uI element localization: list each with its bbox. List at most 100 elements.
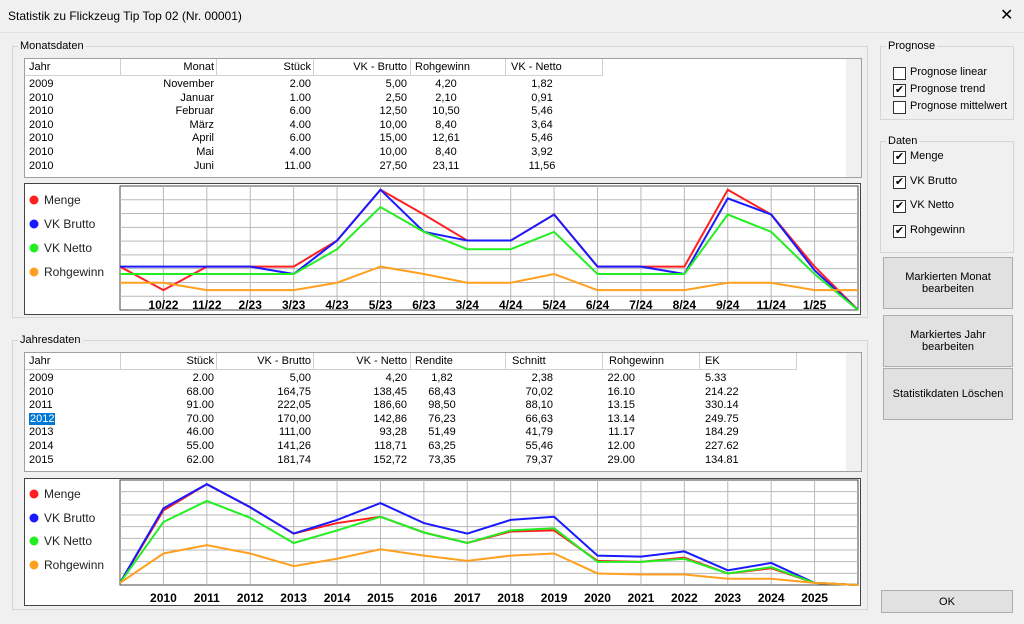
table-cell: 2011 — [29, 399, 53, 412]
column-header-label: Jahr — [29, 355, 51, 367]
table-cell: 1,82 — [531, 78, 553, 90]
table-cell: Januar — [180, 91, 214, 104]
table-cell: 55.00 — [186, 440, 214, 452]
table-cell: Juni — [193, 159, 214, 172]
column-header[interactable] — [25, 59, 121, 76]
group-prognose — [880, 46, 1014, 120]
x-tick-label: 6/23 — [412, 298, 436, 312]
table-cell: 134.81 — [705, 453, 739, 466]
x-tick-label: 5/24 — [542, 298, 566, 312]
checkbox[interactable]: ✔ — [893, 175, 906, 189]
table-cell: 5,00 — [385, 78, 407, 90]
legend-label: Menge — [44, 487, 81, 501]
table-cell: 22.00 — [607, 372, 635, 384]
column-header[interactable] — [411, 353, 506, 370]
column-header[interactable] — [314, 59, 411, 76]
column-header-label: VK - Brutto — [257, 355, 311, 367]
table-cell: 2014 — [29, 440, 54, 452]
x-tick-label: 2019 — [541, 591, 568, 605]
column-header[interactable] — [700, 353, 797, 370]
monthly-table[interactable]: Jahr Monat Stück VK - Brutto Rohgewinn VK - N… — [24, 58, 862, 178]
table-cell: Mai — [196, 146, 214, 158]
button[interactable]: Markiertes Jahr bearbeiten — [883, 315, 1013, 367]
table-cell: 186,60 — [373, 399, 407, 412]
group-daten — [880, 141, 1014, 253]
x-tick-label: 11/24 — [756, 298, 786, 312]
legend-marker — [29, 536, 39, 546]
x-tick-label: 2015 — [367, 591, 394, 605]
group-yearly — [12, 340, 868, 610]
checkbox[interactable]: ✔ — [893, 200, 906, 213]
table-cell: 2010 — [29, 105, 54, 118]
series-line — [119, 483, 859, 586]
column-header-label: VK - Netto — [511, 61, 562, 73]
series-line — [120, 265, 858, 292]
table-cell: 13.15 — [607, 399, 635, 412]
x-tick-label: 9/24 — [716, 298, 740, 312]
x-tick-label: 2012 — [237, 591, 264, 605]
table-cell: 3,64 — [531, 118, 553, 131]
checkbox[interactable] — [893, 101, 906, 114]
table-cell: 2,10 — [435, 91, 457, 104]
table-cell: 5.33 — [705, 372, 727, 384]
x-tick-label: 2014 — [324, 591, 351, 605]
table-cell: 2010 — [29, 146, 54, 158]
table-cell: 88,10 — [525, 399, 553, 412]
column-header[interactable] — [506, 59, 603, 76]
table-cell: 66,63 — [525, 412, 553, 425]
table-cell: 29.00 — [607, 453, 635, 466]
checkbox-label: Rohgewinn — [910, 223, 966, 236]
table-cell: 10,00 — [379, 118, 407, 131]
table-cell: 170,00 — [277, 412, 311, 425]
scrollbar[interactable] — [846, 59, 861, 177]
column-header[interactable] — [121, 353, 217, 370]
x-tick-label: 7/24 — [629, 298, 653, 312]
series-line — [119, 544, 859, 586]
column-header[interactable] — [603, 353, 700, 370]
column-header[interactable] — [217, 59, 314, 76]
checkbox-label: VK Netto — [910, 199, 955, 211]
table-cell: 70.00 — [186, 412, 214, 425]
column-header[interactable] — [217, 353, 314, 370]
table-cell: 27,50 — [379, 159, 407, 172]
yearly-table[interactable]: Jahr Stück VK - Brutto VK - Netto Rendite Sch… — [24, 352, 862, 472]
checkbox[interactable]: ✔ — [893, 84, 906, 97]
table-cell: 76,23 — [428, 412, 456, 425]
table-cell: 222,05 — [277, 399, 311, 412]
column-header-label: VK - Netto — [356, 355, 407, 367]
table-cell: 8,40 — [435, 146, 457, 158]
scrollbar[interactable] — [846, 353, 861, 471]
x-tick-label: 2021 — [628, 591, 655, 605]
group-label: Monatsdaten — [18, 40, 86, 52]
checkbox[interactable]: ✔ — [893, 224, 906, 238]
column-header[interactable] — [25, 353, 121, 370]
table-cell: 4.00 — [289, 146, 311, 158]
table-cell: November — [163, 78, 214, 90]
column-header[interactable] — [506, 353, 603, 370]
button[interactable]: Statistikdaten Löschen — [883, 368, 1013, 420]
table-cell: 6.00 — [289, 132, 311, 145]
column-header[interactable] — [411, 59, 506, 76]
table-cell: 11,56 — [528, 159, 556, 172]
table-cell: 11.00 — [284, 159, 311, 172]
x-tick-label: 3/24 — [456, 298, 480, 312]
x-tick-label: 2010 — [150, 591, 177, 605]
legend-marker — [29, 560, 39, 570]
column-header-label: Stück — [186, 355, 214, 367]
checkbox-label: Prognose linear — [910, 66, 988, 78]
column-header[interactable] — [314, 353, 411, 370]
checkbox[interactable] — [893, 67, 906, 80]
x-tick-label: 2016 — [411, 591, 438, 605]
table-cell: 15,00 — [379, 132, 407, 145]
button[interactable]: OK — [881, 590, 1013, 613]
button[interactable]: Markierten Monat bearbeiten — [883, 257, 1013, 309]
table-cell: 249.75 — [705, 412, 739, 425]
legend-marker — [29, 243, 39, 253]
group-label: Daten — [886, 135, 920, 147]
checkbox[interactable]: ✔ — [893, 151, 906, 164]
column-header[interactable] — [121, 59, 217, 76]
x-tick-label: 4/23 — [325, 298, 349, 312]
table-cell: 23,11 — [432, 159, 460, 172]
close-button[interactable]: ✕ — [1000, 7, 1014, 24]
